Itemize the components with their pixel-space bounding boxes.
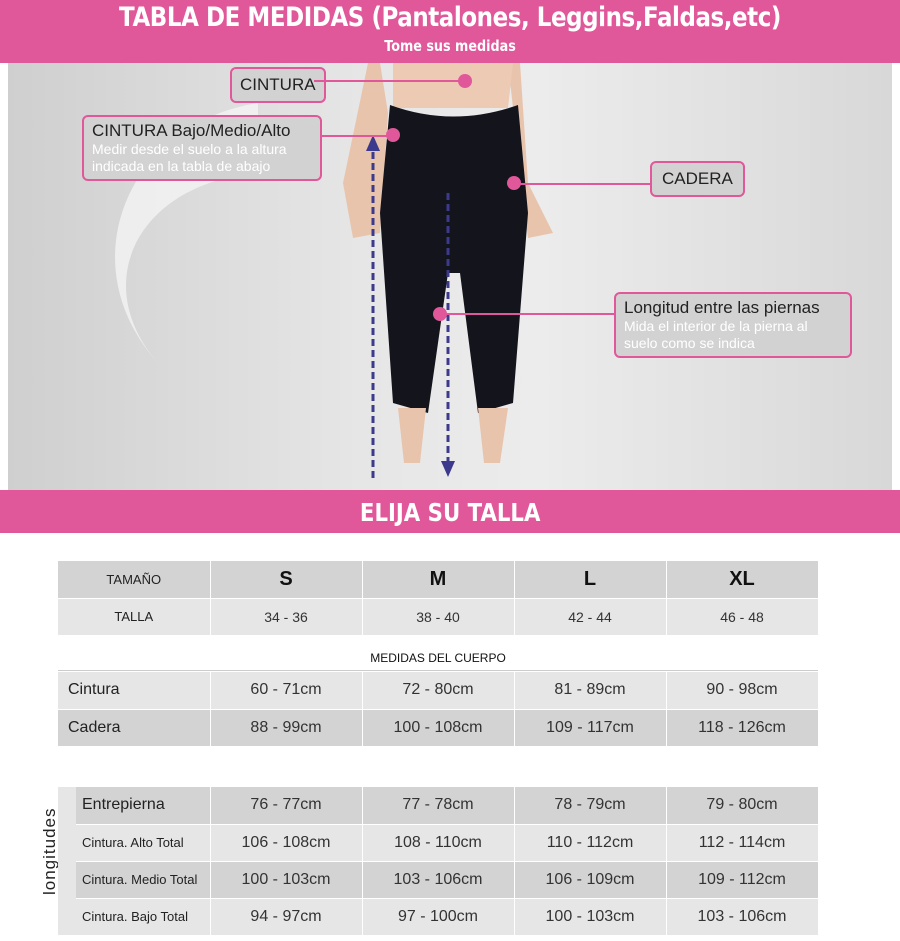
table-cell: 100 - 108cm (362, 709, 515, 747)
table-cell: 42 - 44 (514, 598, 667, 636)
callout-longitud: Longitud entre las piernas Mida el inter… (614, 292, 852, 358)
size-table: TAMAÑO S M L XL TALLA 34 - 36 38 - 40 42… (58, 561, 819, 636)
table-row: Cintura 60 - 71cm 72 - 80cm 81 - 89cm 90… (58, 672, 819, 710)
callout-label: CINTURA Bajo/Medio/Alto (92, 121, 291, 140)
size-cell: XL (666, 561, 819, 599)
table-cell: 108 - 110cm (362, 824, 515, 862)
choose-size-banner: ELIJA SU TALLA (0, 490, 900, 533)
callout-label: CINTURA (240, 75, 316, 94)
size-cell: S (210, 561, 363, 599)
header-banner: TABLA DE MEDIDAS (Pantalones, Leggins,Fa… (0, 0, 900, 63)
page-title: TABLA DE MEDIDAS (Pantalones, Leggins,Fa… (119, 2, 781, 33)
marker-dot (458, 74, 472, 88)
table-cell: 106 - 108cm (210, 824, 363, 862)
marker-dot (386, 128, 400, 142)
row-label: Cintura. Alto Total (76, 824, 211, 862)
marker-dot (433, 307, 447, 321)
callout-cadera: CADERA (650, 161, 745, 197)
page-subtitle: Tome sus medidas (384, 37, 516, 55)
table-cell: 46 - 48 (666, 598, 819, 636)
table-cell: 110 - 112cm (514, 824, 667, 862)
table-row: Cintura. Medio Total 100 - 103cm 103 - 1… (76, 861, 819, 899)
table-cell: 100 - 103cm (514, 898, 667, 936)
table-cell: 97 - 100cm (362, 898, 515, 936)
table-row: TALLA 34 - 36 38 - 40 42 - 44 46 - 48 (58, 598, 819, 636)
table-cell: 79 - 80cm (666, 787, 819, 825)
table-cell: 90 - 98cm (666, 672, 819, 710)
callout-description: Medir desde el suelo a la altura (92, 141, 287, 157)
table-cell: 88 - 99cm (210, 709, 363, 747)
body-measurements-title: MEDIDAS DEL CUERPO (58, 651, 818, 671)
table-cell: 60 - 71cm (210, 672, 363, 710)
row-label: Cintura (58, 672, 211, 710)
row-label: TALLA (58, 598, 211, 636)
lengths-label: longitudes (40, 807, 59, 895)
size-cell: M (362, 561, 515, 599)
table-row: Cintura. Alto Total 106 - 108cm 108 - 11… (76, 824, 819, 862)
table-row: TAMAÑO S M L XL (58, 561, 819, 599)
table-cell: 34 - 36 (210, 598, 363, 636)
lengths-table: Entrepierna 76 - 77cm 77 - 78cm 78 - 79c… (76, 787, 819, 936)
table-row: Cintura. Bajo Total 94 - 97cm 97 - 100cm… (76, 898, 819, 936)
callout-cintura-bma: CINTURA Bajo/Medio/Alto Medir desde el s… (82, 115, 322, 181)
table-cell: 112 - 114cm (666, 824, 819, 862)
table-cell: 100 - 103cm (210, 861, 363, 899)
row-label: TAMAÑO (58, 561, 211, 599)
table-cell: 76 - 77cm (210, 787, 363, 825)
callout-label: Longitud entre las piernas (624, 298, 820, 317)
table-cell: 38 - 40 (362, 598, 515, 636)
table-cell: 118 - 126cm (666, 709, 819, 747)
callout-description: suelo como se indica (624, 335, 755, 351)
table-cell: 103 - 106cm (362, 861, 515, 899)
table-cell: 77 - 78cm (362, 787, 515, 825)
table-cell: 103 - 106cm (666, 898, 819, 936)
table-cell: 109 - 117cm (514, 709, 667, 747)
table-cell: 72 - 80cm (362, 672, 515, 710)
row-label: Cadera (58, 709, 211, 747)
table-row: Cadera 88 - 99cm 100 - 108cm 109 - 117cm… (58, 709, 819, 747)
body-measurements-table: Cintura 60 - 71cm 72 - 80cm 81 - 89cm 90… (58, 672, 819, 747)
model-photo: CINTURA CINTURA Bajo/Medio/Alto Medir de… (8, 63, 892, 490)
table-cell: 81 - 89cm (514, 672, 667, 710)
row-label: Cintura. Bajo Total (76, 898, 211, 936)
callout-description: Mida el interior de la pierna al (624, 318, 808, 334)
table-cell: 106 - 109cm (514, 861, 667, 899)
row-label: Entrepierna (76, 787, 211, 825)
section-title: ELIJA SU TALLA (359, 498, 541, 527)
size-cell: L (514, 561, 667, 599)
marker-dot (507, 176, 521, 190)
table-cell: 109 - 112cm (666, 861, 819, 899)
table-cell: 78 - 79cm (514, 787, 667, 825)
callout-description: indicada en la tabla de abajo (92, 158, 271, 174)
row-label: Cintura. Medio Total (76, 861, 211, 899)
table-cell: 94 - 97cm (210, 898, 363, 936)
callout-label: CADERA (662, 169, 733, 188)
callout-cintura: CINTURA (230, 67, 326, 103)
table-row: Entrepierna 76 - 77cm 77 - 78cm 78 - 79c… (76, 787, 819, 825)
